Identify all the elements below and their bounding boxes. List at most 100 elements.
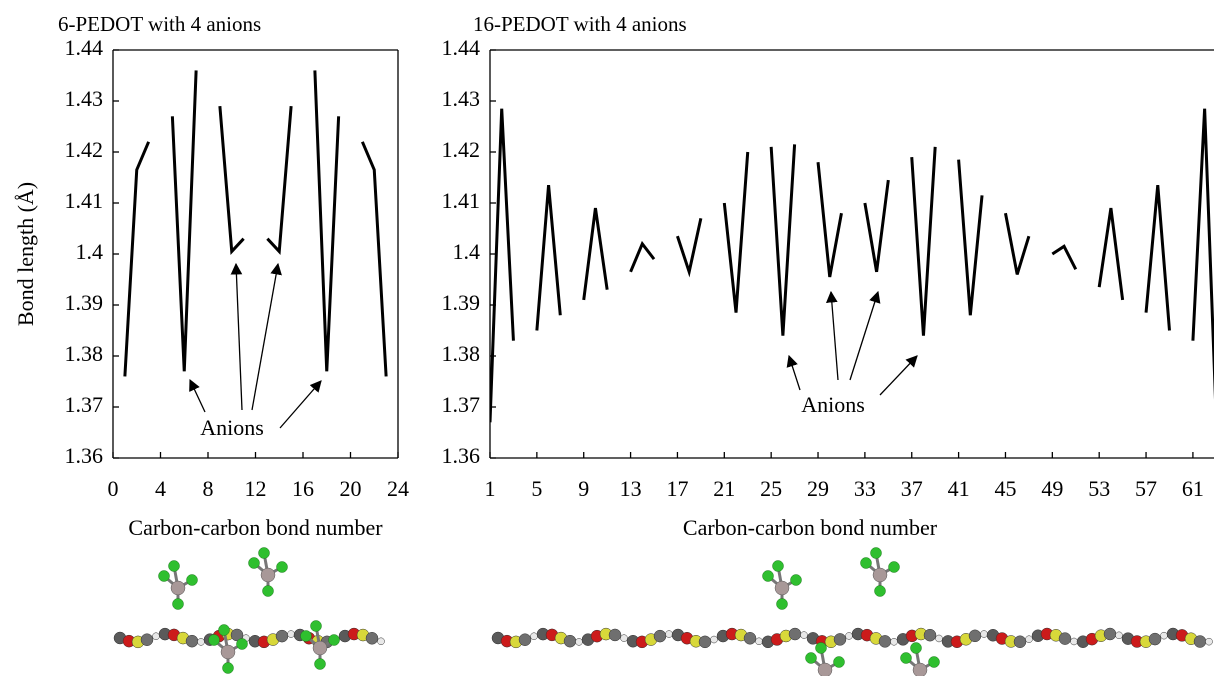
molecule-atom — [1148, 632, 1162, 646]
molecule-atom — [888, 561, 900, 573]
molecule-atom — [665, 630, 673, 638]
chart-title: 6-PEDOT with 4 anions — [58, 12, 261, 36]
x-tick-label: 13 — [620, 476, 642, 501]
y-tick-label: 1.37 — [65, 392, 104, 417]
y-axis-label: Bond length (Å) — [13, 182, 38, 326]
molecule-atom — [1160, 631, 1168, 640]
x-tick-label: 57 — [1135, 476, 1157, 501]
molecule-atom — [170, 580, 186, 596]
molecule-atom — [1025, 635, 1033, 643]
arrow — [251, 262, 282, 411]
annotation: Anions — [801, 392, 865, 417]
x-tick-label: 61 — [1182, 476, 1204, 501]
data-line — [123, 70, 388, 377]
molecule-atom — [310, 620, 322, 632]
x-axis-label: Carbon-carbon bond number — [683, 515, 938, 540]
molecule-atom — [530, 632, 538, 640]
molecule-atom — [1193, 635, 1207, 648]
molecule-atom — [890, 638, 898, 646]
molecule-atom — [158, 570, 170, 582]
molecule-atom — [312, 640, 328, 656]
x-tick-label: 9 — [578, 476, 589, 501]
arrow — [189, 378, 206, 413]
y-tick-label: 1.44 — [442, 35, 481, 60]
molecule-atom — [218, 624, 230, 636]
molecule-atom — [260, 567, 276, 583]
molecule-atom — [817, 662, 833, 676]
y-tick-label: 1.36 — [442, 443, 481, 468]
molecule-atom — [900, 652, 912, 664]
arrow — [230, 262, 243, 411]
molecule-atom — [197, 638, 205, 646]
x-tick-label: 8 — [203, 476, 214, 501]
molecule-atom — [815, 642, 827, 654]
y-tick-label: 1.44 — [65, 35, 104, 60]
molecule-atom — [800, 631, 808, 639]
molecule-atom — [878, 635, 892, 648]
x-tick-label: 25 — [760, 476, 782, 501]
arrow — [826, 290, 839, 381]
x-tick-label: 41 — [948, 476, 970, 501]
molecule-atom — [168, 560, 180, 572]
molecule-atom — [790, 574, 802, 586]
molecule-atom — [1070, 637, 1078, 646]
molecule-atom — [872, 567, 888, 583]
molecule-atom — [1103, 627, 1117, 641]
molecule-atom — [186, 574, 198, 586]
molecule-atom — [172, 598, 184, 610]
x-tick-label: 12 — [245, 476, 267, 501]
molecule-atom — [185, 634, 199, 648]
molecule-atom — [772, 560, 784, 572]
arrows — [189, 262, 918, 429]
y-tick-label: 1.36 — [65, 443, 104, 468]
x-tick-label: 49 — [1041, 476, 1063, 501]
y-tick-label: 1.39 — [65, 290, 104, 315]
x-tick-label: 53 — [1088, 476, 1110, 501]
annotation: Anions — [200, 415, 264, 440]
y-tick-label: 1.38 — [442, 341, 481, 366]
molecule-atom — [1205, 637, 1213, 646]
molecule-atom — [935, 634, 943, 643]
y-tick-label: 1.38 — [65, 341, 104, 366]
molecule-atom — [314, 658, 326, 670]
molecule-atom — [874, 585, 886, 597]
molecule-atom — [220, 644, 236, 660]
x-tick-label: 45 — [994, 476, 1016, 501]
chart: 6-PEDOT with 4 anions 1.36 1.37 1.38 1.39 1.4… — [13, 12, 409, 540]
y-tick-label: 1.42 — [65, 137, 104, 162]
molecule-images — [113, 547, 1213, 676]
molecule-atom — [928, 656, 940, 668]
x-tick-label: 1 — [485, 476, 496, 501]
molecule-atom — [208, 634, 220, 646]
molecule-atom — [923, 628, 937, 642]
molecule-atom — [236, 638, 248, 650]
molecule-atom — [743, 632, 757, 645]
x-tick-label: 5 — [531, 476, 542, 501]
molecule-atom — [262, 585, 274, 597]
x-tick-label: 37 — [901, 476, 923, 501]
molecule-atom — [776, 598, 788, 610]
x-tick-label: 33 — [854, 476, 876, 501]
x-tick-label: 4 — [155, 476, 166, 501]
x-tick-label: 29 — [807, 476, 829, 501]
molecule-atom — [377, 637, 385, 646]
molecule-atom — [328, 634, 340, 646]
molecule-atom — [222, 662, 234, 674]
molecule-atom — [710, 635, 718, 644]
x-tick-label: 0 — [108, 476, 119, 501]
molecule-atom — [276, 561, 288, 573]
y-tick-label: 1.39 — [442, 290, 481, 315]
y-tick-label: 1.43 — [442, 86, 481, 111]
molecule-atom — [653, 629, 667, 643]
molecule-atom — [870, 547, 882, 559]
x-tick-label: 21 — [713, 476, 735, 501]
x-axis-label: Carbon-carbon bond number — [128, 515, 383, 540]
molecule-atom — [365, 632, 379, 645]
molecule-atom — [912, 662, 928, 676]
molecule-atom — [774, 580, 790, 596]
molecule-atom — [755, 637, 763, 646]
molecule-atom — [833, 656, 845, 668]
molecule-atom — [762, 570, 774, 582]
molecule-atom — [1058, 632, 1072, 645]
molecule-atom — [563, 634, 577, 648]
